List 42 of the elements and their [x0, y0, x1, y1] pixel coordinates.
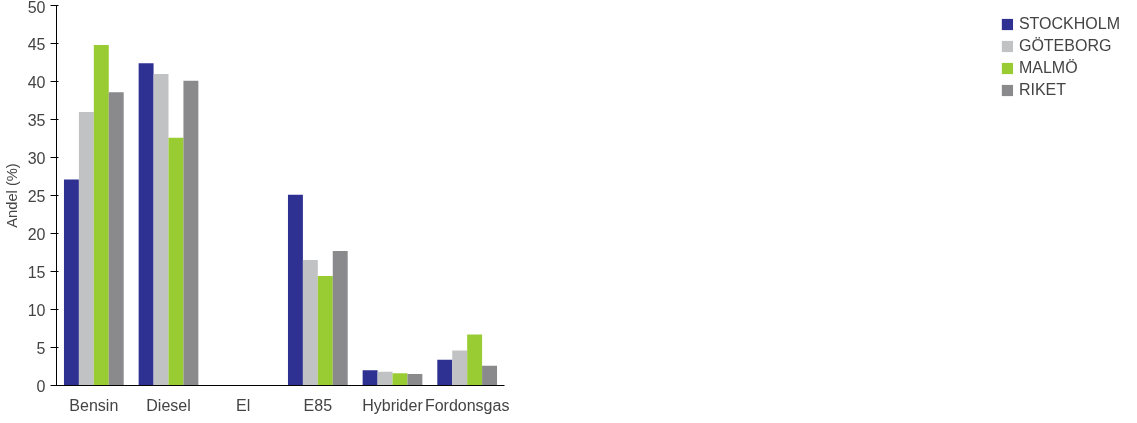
bar — [332, 250, 348, 386]
legend-label: RIKET — [1018, 81, 1067, 99]
bar — [138, 63, 154, 386]
bar — [78, 111, 94, 386]
y-tick-label: 45 — [27, 35, 46, 53]
y-tick-label: 10 — [27, 301, 46, 319]
bar — [168, 137, 184, 386]
legend-label: GÖTEBORG — [1018, 37, 1112, 55]
bar — [302, 260, 318, 386]
y-tick-label: 15 — [27, 263, 46, 281]
bar — [153, 73, 169, 386]
x-tick-label: Diesel — [146, 396, 191, 414]
y-tick-label: 25 — [27, 187, 46, 205]
legend-label: MALMÖ — [1018, 59, 1078, 77]
bar — [482, 365, 498, 386]
bar — [377, 371, 393, 386]
bar — [467, 334, 483, 386]
bar — [183, 80, 199, 386]
bar — [362, 370, 378, 386]
y-tick-label: 5 — [36, 339, 46, 357]
y-tick-label: 20 — [27, 225, 46, 243]
y-tick-label: 50 — [27, 0, 46, 16]
legend-label: STOCKHOLM — [1018, 15, 1120, 33]
x-tick-label: Bensin — [69, 396, 119, 414]
bar — [452, 350, 468, 386]
bar — [317, 276, 333, 386]
x-tick-label: El — [236, 396, 251, 414]
bar — [63, 179, 79, 386]
x-tick-label: Hybrider — [362, 396, 424, 414]
y-tick-label: 30 — [27, 149, 46, 167]
bar — [287, 194, 303, 386]
y-tick-label: 40 — [27, 73, 46, 91]
x-tick-label: E85 — [303, 396, 333, 414]
y-tick-label: 35 — [27, 111, 46, 129]
bar — [93, 45, 109, 386]
bar — [407, 374, 423, 386]
y-tick-label: 0 — [36, 377, 46, 395]
bar — [392, 373, 408, 386]
y-axis-title: Andel (%) — [3, 163, 20, 228]
bar — [108, 92, 124, 386]
bar — [437, 359, 453, 386]
x-tick-label: Fordonsgas — [424, 396, 510, 414]
